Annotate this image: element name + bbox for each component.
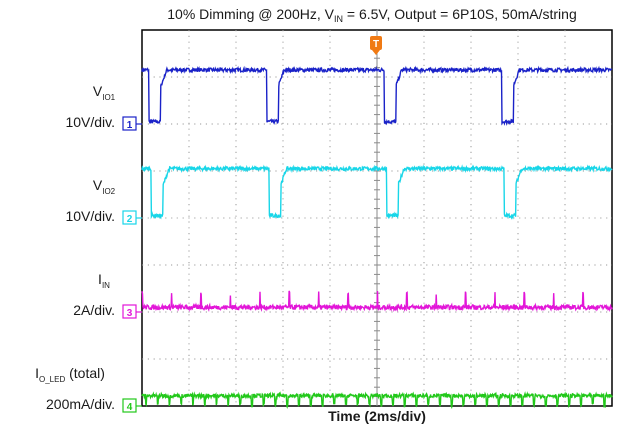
trace-vio2 — [141, 164, 613, 220]
channel-labels: VIO1 10V/div. VIO2 10V/div. IIN 2A/div. IO_LED… — [35, 83, 116, 412]
channel-scale-iin: 2A/div. — [73, 302, 115, 318]
trace-vio1 — [141, 65, 613, 127]
channel-number-iin: 3 — [127, 308, 133, 319]
channel-number-vio2: 2 — [127, 214, 133, 225]
trace-iin — [141, 290, 613, 313]
channel-label-vio1: VIO1 — [93, 83, 116, 102]
trigger-t-icon: T — [370, 36, 382, 55]
channel-label-iled: IO_LED (total) — [35, 365, 105, 384]
channel-number-iled: 4 — [127, 402, 133, 413]
channel-number-vio1: 1 — [127, 120, 133, 131]
channel-label-vio2: VIO2 — [93, 177, 116, 196]
channel-scale-vio1: 10V/div. — [65, 114, 115, 130]
trigger-label: T — [373, 39, 379, 50]
channel-marker-vio1: 1 — [122, 116, 142, 131]
channel-label-iin: IIN — [98, 271, 110, 290]
trace-iled — [141, 391, 613, 410]
channel-marker-iin: 3 — [122, 304, 142, 319]
channel-scale-vio2: 10V/div. — [65, 208, 115, 224]
channel-marker-iled: 4 — [122, 398, 142, 413]
grid — [142, 30, 612, 406]
channel-scale-iled: 200mA/div. — [46, 396, 115, 412]
channel-markers: 1 2 3 4 — [122, 116, 142, 413]
chart-title: 10% Dimming @ 200Hz, VIN = 6.5V, Output … — [167, 6, 576, 24]
traces — [141, 65, 613, 410]
x-axis-label: Time (2ms/div) — [328, 408, 426, 424]
channel-marker-vio2: 2 — [122, 210, 142, 225]
